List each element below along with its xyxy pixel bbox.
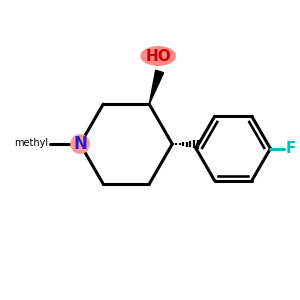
Text: methyl: methyl: [14, 139, 48, 148]
Text: F: F: [285, 141, 296, 156]
Ellipse shape: [141, 47, 175, 65]
Ellipse shape: [71, 135, 89, 153]
Polygon shape: [149, 70, 164, 104]
Text: N: N: [73, 135, 87, 153]
Text: HO: HO: [145, 49, 171, 64]
